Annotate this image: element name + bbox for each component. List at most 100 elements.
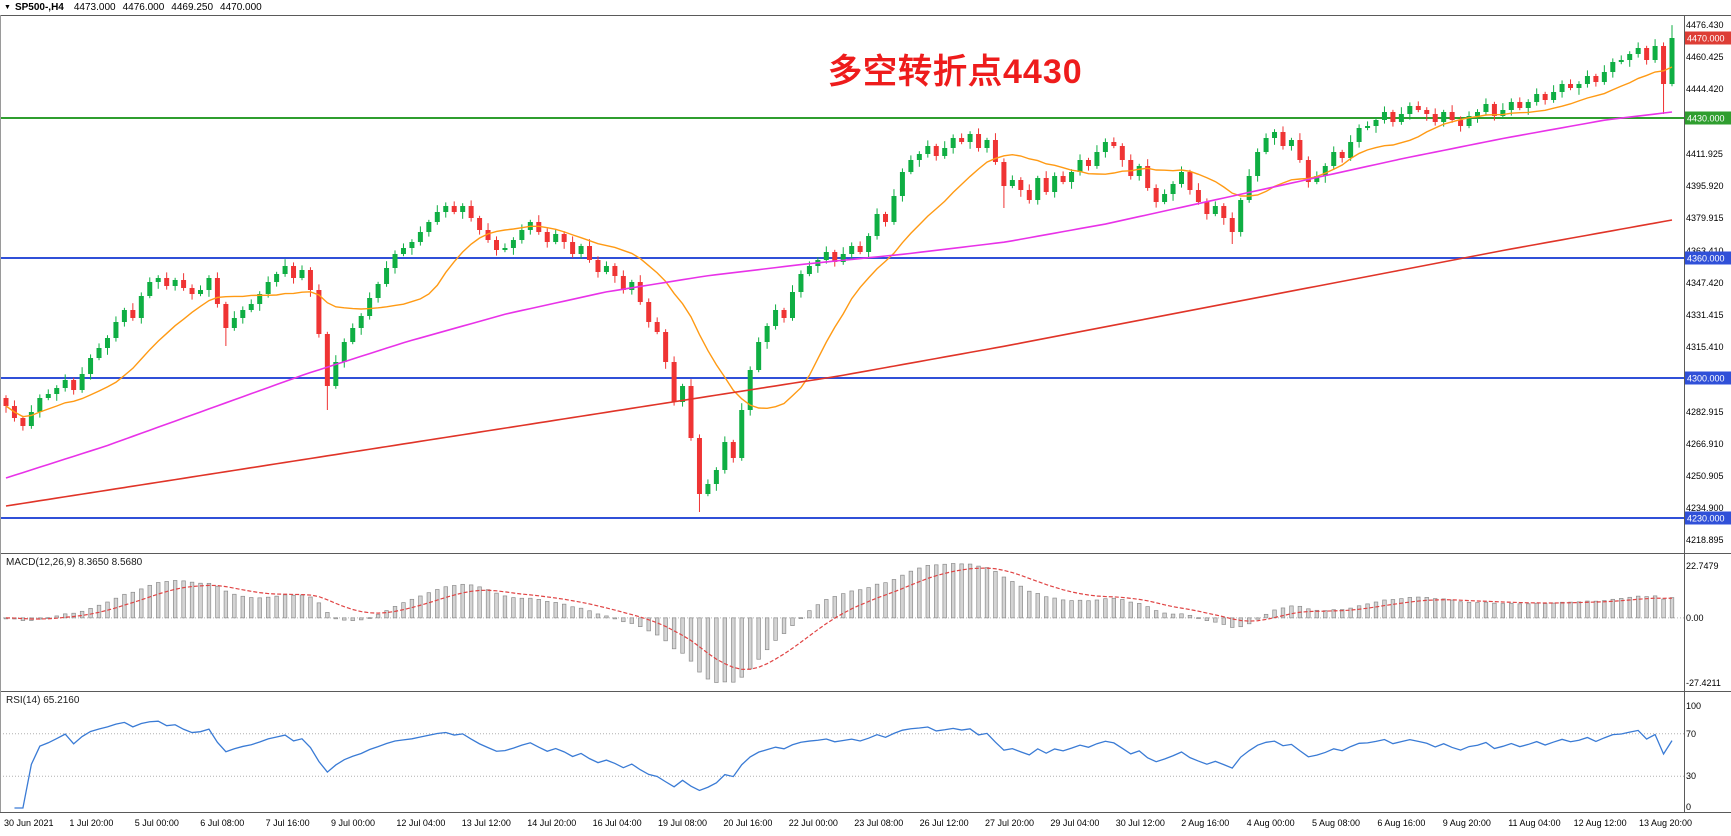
candle-body [240, 310, 246, 318]
macd-histogram-bar [1602, 600, 1607, 619]
candle-body [1652, 46, 1658, 60]
mid-ma-line [5, 111, 1673, 479]
candle-body [739, 410, 745, 458]
price-badge-label: 4300.000 [1687, 374, 1725, 384]
candle-body [1255, 152, 1261, 176]
macd-histogram-bar [240, 595, 245, 619]
candle-body [908, 160, 914, 172]
candle-body [806, 266, 812, 274]
macd-histogram-bar [883, 582, 888, 619]
candle-body [1060, 176, 1066, 182]
candle-body [536, 222, 542, 232]
candle-body [1052, 176, 1058, 192]
candle-body [20, 418, 26, 426]
macd-histogram-bar [1069, 600, 1074, 619]
candle-body [1170, 184, 1176, 194]
rsi-axis-label: 70 [1686, 729, 1696, 739]
candle-body [88, 358, 94, 374]
macd-histogram-bar [139, 588, 144, 619]
candle-body [916, 154, 922, 160]
macd-histogram-bar [1340, 609, 1345, 619]
macd-axis-label: 0.00 [1686, 613, 1704, 623]
macd-histogram-bar [959, 563, 964, 619]
macd-histogram-bar [367, 617, 372, 619]
macd-histogram-bar [435, 589, 440, 619]
candle-body [1610, 62, 1616, 72]
macd-histogram-bar [452, 585, 457, 619]
candle-body [612, 266, 618, 276]
candle-body [231, 318, 237, 328]
candle-body [696, 438, 702, 494]
time-axis-label: 13 Jul 12:00 [462, 818, 511, 828]
candle-body [1221, 206, 1227, 218]
macd-histogram-bar [570, 606, 575, 619]
candle-body [1263, 138, 1269, 152]
macd-histogram-bar [206, 582, 212, 619]
macd-histogram-bar [468, 584, 474, 619]
symbol-dropdown-icon[interactable]: ▼ [4, 4, 11, 11]
macd-histogram-bar [223, 590, 229, 619]
candle-body [570, 242, 576, 254]
candle-body [1026, 190, 1032, 200]
macd-histogram-bar [1331, 609, 1336, 619]
candle-body [637, 282, 643, 302]
chart-annotation: 多空转折点4430 [828, 53, 1083, 91]
price-badge [1684, 111, 1731, 125]
macd-histogram-bar [832, 596, 837, 619]
macd-histogram-bar [96, 604, 102, 619]
candle-body [324, 334, 330, 386]
macd-histogram-bar [1475, 602, 1480, 619]
macd-histogram-bar [891, 579, 897, 619]
candle-body [1365, 126, 1371, 128]
candle-body [1102, 142, 1108, 152]
macd-histogram-bar [1593, 600, 1599, 619]
macd-histogram-bar [646, 617, 651, 632]
candle-body [138, 296, 144, 318]
macd-histogram-bar [1399, 598, 1404, 619]
candle-body [1162, 194, 1168, 202]
macd-histogram-bar [1526, 603, 1531, 619]
macd-histogram-bar [198, 582, 203, 619]
macd-histogram-bar [1103, 598, 1108, 619]
candle-body [798, 274, 804, 292]
macd-histogram-bar [1348, 607, 1353, 619]
macd-histogram-bar [502, 595, 508, 619]
time-axis-label: 12 Aug 12:00 [1574, 818, 1627, 828]
macd-histogram-bar [519, 597, 525, 619]
macd-histogram-bar [1044, 596, 1049, 619]
macd-histogram-bar [798, 617, 804, 619]
macd-histogram-bar [359, 617, 364, 621]
macd-histogram-bar [392, 606, 398, 619]
candle-body [1373, 120, 1379, 126]
macd-histogram-bar [156, 582, 161, 619]
macd-histogram-bar [1619, 598, 1624, 619]
candle-body [789, 292, 795, 318]
macd-histogram-bar [88, 608, 93, 619]
candle-body [1001, 162, 1007, 186]
candle-body [1018, 180, 1024, 190]
macd-histogram-bar [1153, 610, 1159, 619]
macd-histogram-bar [1458, 601, 1463, 619]
time-axis-label: 11 Aug 04:00 [1508, 818, 1560, 828]
time-axis-label: 5 Jul 00:00 [135, 818, 179, 828]
candle-body [1179, 172, 1185, 184]
candle-body [1246, 176, 1252, 200]
macd-histogram-bar [536, 599, 541, 619]
candle-body [654, 322, 660, 332]
candle-body [477, 218, 483, 230]
candle-body [1542, 94, 1548, 100]
price-axis-label: 4282.915 [1686, 407, 1724, 417]
macd-histogram-bar [1238, 617, 1243, 628]
macd-histogram-bar [951, 563, 956, 619]
macd-histogram-bar [1356, 605, 1362, 619]
candle-body [1069, 172, 1075, 182]
macd-histogram-bar [1035, 593, 1040, 619]
macd-histogram-bar [748, 617, 753, 670]
candle-body [1432, 114, 1438, 122]
macd-histogram-bar [722, 617, 727, 683]
candle-body [595, 260, 601, 272]
candle-body [1085, 160, 1091, 166]
candle-body [147, 282, 153, 296]
